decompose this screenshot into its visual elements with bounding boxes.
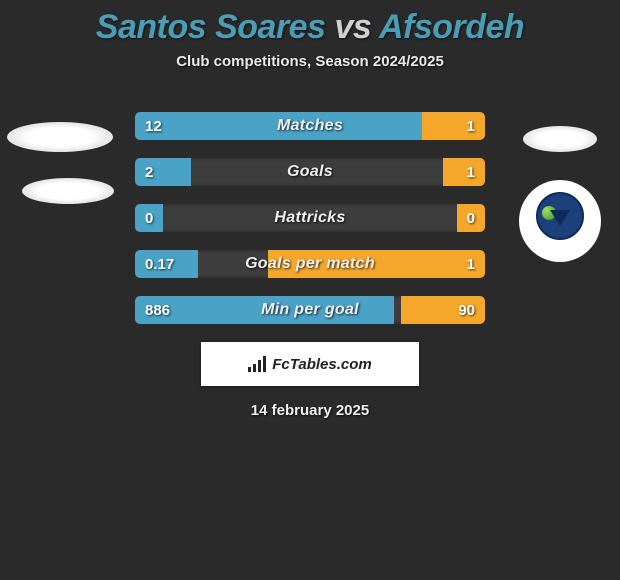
snapshot-date: 14 february 2025 (0, 402, 620, 419)
stat-label: Hattricks (135, 204, 485, 232)
player2-club-badge-1 (523, 126, 597, 152)
brand-badge: FcTables.com (201, 342, 419, 386)
stat-row: 2 Goals 1 (135, 158, 485, 186)
stat-row: 12 Matches 1 (135, 112, 485, 140)
subtitle: Club competitions, Season 2024/2025 (0, 53, 620, 70)
stat-row: 0.17 Goals per match 1 (135, 250, 485, 278)
vs-separator: vs (334, 8, 371, 46)
stat-label: Min per goal (135, 296, 485, 324)
brand-chart-icon (248, 356, 266, 372)
stat-row: 886 Min per goal 90 (135, 296, 485, 324)
player1-name: Santos Soares (96, 8, 326, 46)
stat-label: Goals per match (135, 250, 485, 278)
club-crest-icon (536, 192, 584, 250)
brand-text: FcTables.com (272, 356, 371, 373)
player2-club-badge-2 (519, 180, 601, 262)
player1-club-badge-2 (22, 178, 114, 204)
stat-label: Goals (135, 158, 485, 186)
player1-club-badge-1 (7, 122, 113, 152)
comparison-title: Santos Soares vs Afsordeh (0, 0, 620, 47)
stat-right-value: 1 (457, 250, 485, 278)
stat-right-value: 1 (457, 158, 485, 186)
stat-right-value: 1 (457, 112, 485, 140)
stat-label: Matches (135, 112, 485, 140)
stat-right-value: 90 (448, 296, 485, 324)
stats-table: 12 Matches 1 2 Goals 1 0 Hattricks 0 0.1… (135, 112, 485, 324)
stat-row: 0 Hattricks 0 (135, 204, 485, 232)
player2-name: Afsordeh (379, 8, 524, 46)
stat-right-value: 0 (457, 204, 485, 232)
